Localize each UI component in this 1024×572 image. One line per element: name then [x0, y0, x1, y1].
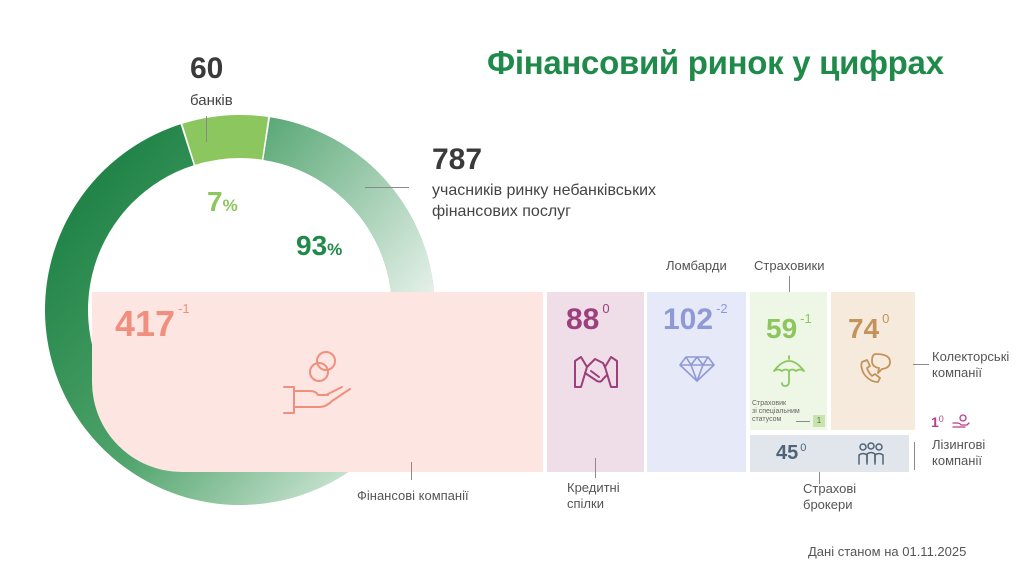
phone-chat-icon	[860, 353, 891, 383]
finance-companies-label: Фінансові компанії	[357, 488, 469, 503]
pawnshops-value: 102 -2	[663, 301, 728, 336]
diamond-icon	[679, 356, 715, 382]
brokers-label: Страхові брокери	[803, 481, 857, 512]
nonbank-percent: 93%	[296, 230, 343, 261]
finance-leader-line	[411, 462, 412, 480]
credit-unions-label: Кредитні спілки	[567, 480, 620, 511]
leasing-leader-line	[914, 442, 915, 470]
data-date-footnote: Дані станом на 01.11.2025	[808, 544, 967, 559]
pawnshops-card	[647, 292, 746, 472]
banks-slice	[182, 115, 269, 165]
pawnshops-label: Ломбарди	[666, 258, 727, 273]
nonbank-label: учасників ринку небанківських фінансових…	[432, 182, 657, 220]
collectors-card	[831, 292, 915, 430]
leasing-hand-icon	[952, 414, 970, 428]
credit-unions-value: 88 0	[566, 301, 610, 336]
umbrella-icon	[773, 355, 805, 387]
hand-coins-icon	[283, 351, 351, 414]
credit-unions-card	[547, 292, 644, 472]
insurers-label: Страховики	[754, 258, 825, 273]
special-insurer-label: Страховик зі спеціальним статусом	[752, 400, 800, 423]
brokers-value: 45 0	[776, 442, 807, 464]
finance-companies-card	[92, 292, 543, 472]
leasing-value: 10	[931, 414, 944, 430]
special-insurer-line	[796, 421, 810, 422]
nonbank-slice-upper	[263, 117, 436, 345]
nonbank-value: 787	[432, 143, 483, 176]
brokers-leader-line	[819, 472, 820, 484]
insurers-leader-line	[789, 276, 790, 292]
banks-label: банків	[190, 92, 233, 109]
banks-leader-line	[206, 116, 207, 142]
collectors-value: 74 0	[848, 311, 890, 344]
collectors-leader-line	[913, 364, 929, 365]
people-icon	[858, 442, 884, 465]
leasing-label: Лізингові компанії	[932, 437, 986, 468]
credit-unions-leader-line	[595, 458, 596, 478]
handshake-icon	[574, 356, 618, 388]
insurers-value: 59 -1	[766, 311, 812, 344]
collectors-label: Колекторські компанії	[932, 349, 1010, 380]
brokers-card	[750, 435, 909, 472]
finance-companies-value: 417 -1	[115, 301, 190, 344]
banks-value: 60	[190, 52, 224, 85]
special-insurer-value: 1	[813, 415, 825, 427]
banks-percent: 7%	[207, 186, 238, 217]
page-title: Фінансовий ринок у цифрах	[487, 44, 944, 81]
nonbank-leader-line	[365, 187, 409, 188]
